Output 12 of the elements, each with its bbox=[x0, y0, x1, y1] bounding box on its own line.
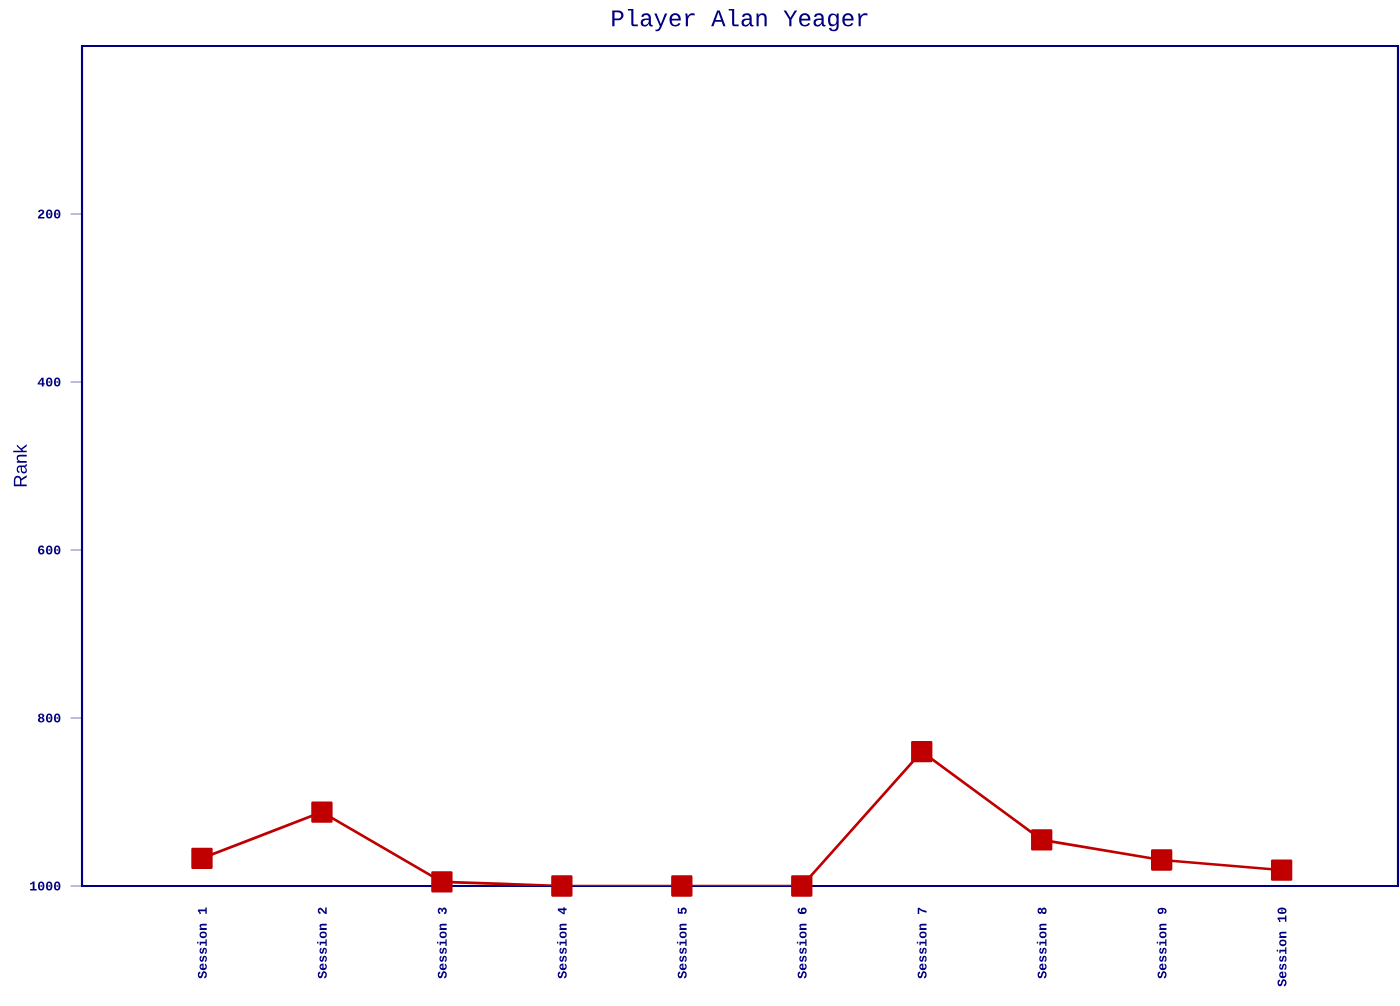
y-axis-title: Rank bbox=[13, 444, 27, 487]
point bbox=[191, 847, 213, 869]
point bbox=[1150, 849, 1173, 871]
point bbox=[551, 875, 573, 897]
point bbox=[791, 875, 813, 897]
point bbox=[431, 871, 453, 893]
point bbox=[911, 740, 933, 763]
point bbox=[1031, 829, 1053, 851]
point bbox=[311, 801, 333, 823]
point bbox=[671, 875, 693, 897]
point bbox=[1270, 859, 1293, 881]
chart-title: Player Alan Yeager bbox=[612, 8, 868, 32]
